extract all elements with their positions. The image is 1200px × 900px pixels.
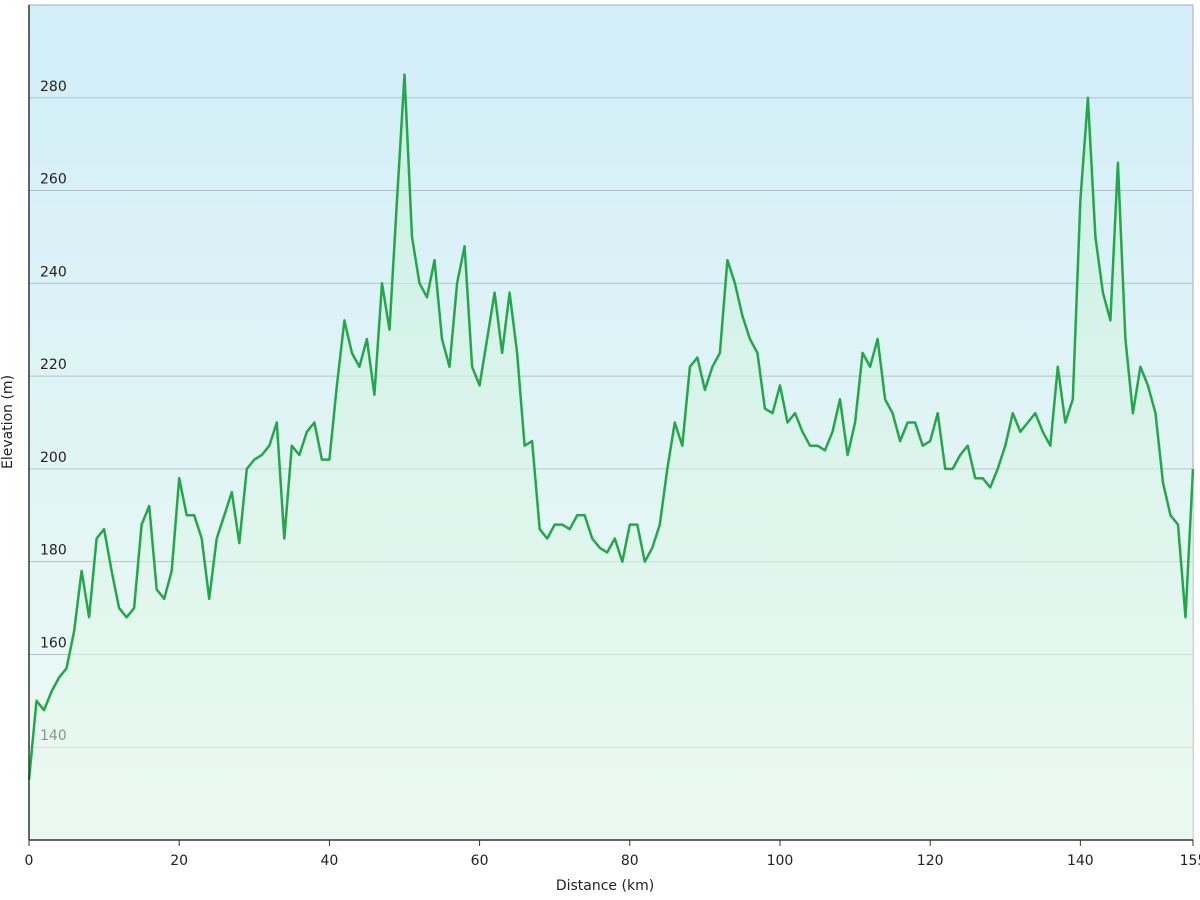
x-tick-label: 100 — [767, 853, 794, 869]
area — [29, 74, 1193, 841]
y-tick-label: 160 — [40, 635, 67, 651]
x-tick-label: 155 — [1180, 853, 1200, 869]
x-tick-label: 40 — [320, 853, 338, 869]
x-axis-label: Distance (km) — [556, 878, 654, 894]
y-tick-label: 200 — [40, 450, 67, 466]
y-tick-label: 260 — [40, 172, 67, 188]
x-tick-label: 140 — [1067, 853, 1094, 869]
x-tick-label: 20 — [170, 853, 188, 869]
x-tick-label: 60 — [471, 853, 489, 869]
x-tick-label: 0 — [25, 853, 34, 869]
y-tick-label: 280 — [40, 79, 67, 95]
line — [27, 73, 1195, 780]
y-tick-label: 240 — [40, 264, 67, 280]
y-tick-label: 180 — [40, 543, 67, 559]
x-tick-label: 120 — [917, 853, 944, 869]
y-axis-label: Elevation (m) — [0, 375, 16, 469]
y-tick-label: 220 — [40, 357, 67, 373]
x-tick-label: 80 — [621, 853, 639, 869]
